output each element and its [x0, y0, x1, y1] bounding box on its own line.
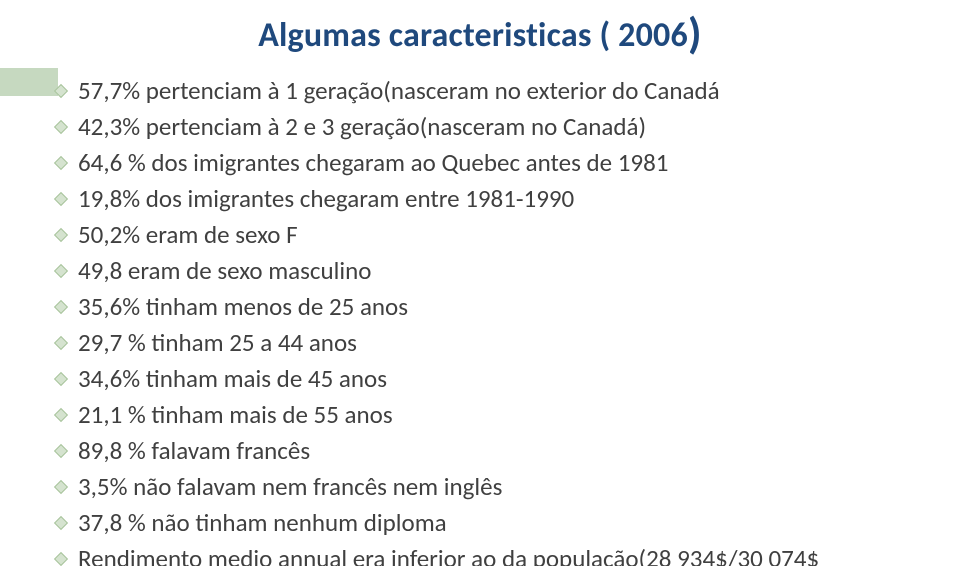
title-main: Algumas caracteristicas ( 2006 [258, 15, 688, 56]
bullet-text: 42,3% pertenciam à 2 e 3 geração(nascera… [78, 111, 646, 142]
list-item: 57,7% pertenciam à 1 geração(nasceram no… [78, 74, 920, 108]
bullet-text: 50,2% eram de sexo F [78, 219, 298, 250]
list-item: 29,7 % tinham 25 a 44 anos [78, 326, 920, 360]
list-item: 37,8 % não tinham nenhum diploma [78, 506, 920, 540]
bullet-text: 3,5% não falavam nem francês nem inglês [78, 471, 502, 502]
list-item: Rendimento medio annual era inferior ao … [78, 542, 920, 566]
bullet-text: 37,8 % não tinham nenhum diploma [78, 507, 447, 538]
bullet-text: Rendimento medio annual era inferior ao … [78, 543, 819, 566]
list-item: 42,3% pertenciam à 2 e 3 geração(nascera… [78, 110, 920, 144]
list-item: 34,6% tinham mais de 45 anos [78, 362, 920, 396]
bullet-text: 21,1 % tinham mais de 55 anos [78, 399, 393, 430]
list-item: 89,8 % falavam francês [78, 434, 920, 468]
list-item: 19,8% dos imigrantes chegaram entre 1981… [78, 182, 920, 216]
list-item: 21,1 % tinham mais de 55 anos [78, 398, 920, 432]
list-item: 3,5% não falavam nem francês nem inglês [78, 470, 920, 504]
bullet-text: 35,6% tinham menos de 25 anos [78, 291, 408, 322]
bullet-text: 89,8 % falavam francês [78, 435, 310, 466]
bullet-text: 64,6 % dos imigrantes chegaram ao Quebec… [78, 147, 668, 178]
list-item: 50,2% eram de sexo F [78, 218, 920, 252]
bullet-text: 19,8% dos imigrantes chegaram entre 1981… [78, 183, 574, 214]
accent-bar [0, 68, 58, 96]
bullet-text: 29,7 % tinham 25 a 44 anos [78, 327, 357, 358]
bullet-text: 49,8 eram de sexo masculino [78, 255, 371, 286]
slide-title: Algumas caracteristicas ( 2006) [0, 6, 960, 60]
bullet-text: 57,7% pertenciam à 1 geração(nasceram no… [78, 75, 720, 106]
slide-page: Algumas caracteristicas ( 2006) 57,7% pe… [0, 0, 960, 566]
list-item: 64,6 % dos imigrantes chegaram ao Quebec… [78, 146, 920, 180]
list-item: 35,6% tinham menos de 25 anos [78, 290, 920, 324]
list-item: 49,8 eram de sexo masculino [78, 254, 920, 288]
bullet-list: 57,7% pertenciam à 1 geração(nasceram no… [0, 74, 960, 566]
bullet-text: 34,6% tinham mais de 45 anos [78, 363, 387, 394]
title-close-paren: ) [688, 6, 702, 60]
